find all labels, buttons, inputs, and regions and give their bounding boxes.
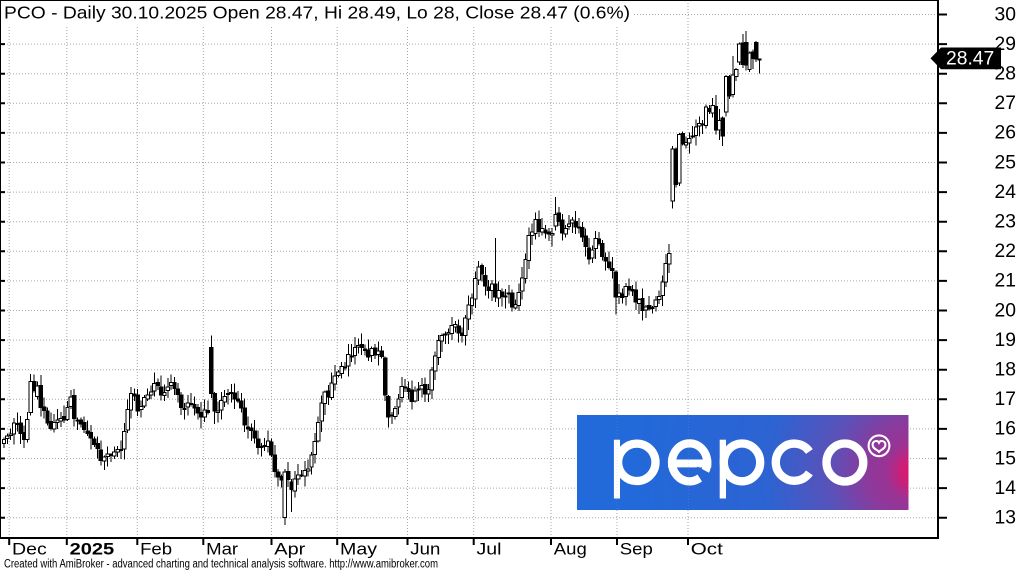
svg-text:16: 16	[995, 419, 1016, 440]
svg-text:2025: 2025	[70, 541, 115, 559]
svg-text:23: 23	[995, 212, 1016, 233]
svg-text:Jun: Jun	[410, 541, 440, 559]
svg-text:25: 25	[995, 152, 1016, 173]
svg-text:18: 18	[995, 360, 1016, 381]
svg-text:13: 13	[995, 508, 1016, 529]
svg-text:PCO - Daily 30.10.2025 Open 28: PCO - Daily 30.10.2025 Open 28.47, Hi 28…	[4, 3, 630, 23]
svg-text:May: May	[340, 541, 378, 559]
svg-text:19: 19	[995, 330, 1016, 351]
svg-text:Oct: Oct	[691, 541, 724, 559]
svg-text:Dec: Dec	[12, 541, 47, 559]
svg-text:Sep: Sep	[620, 541, 653, 559]
svg-text:21: 21	[995, 271, 1016, 292]
svg-text:Mar: Mar	[206, 541, 239, 559]
svg-text:28.47: 28.47	[946, 48, 994, 69]
svg-text:17: 17	[995, 389, 1016, 410]
svg-text:24: 24	[995, 182, 1017, 203]
svg-text:Created with AmiBroker - advan: Created with AmiBroker - advanced charti…	[4, 559, 438, 571]
svg-text:26: 26	[995, 123, 1016, 144]
svg-text:15: 15	[995, 448, 1016, 469]
svg-text:30: 30	[995, 4, 1016, 25]
svg-text:14: 14	[995, 478, 1017, 499]
svg-text:27: 27	[995, 93, 1016, 114]
svg-text:Jul: Jul	[477, 541, 502, 559]
svg-text:Aug: Aug	[554, 541, 587, 559]
svg-text:20: 20	[995, 300, 1016, 321]
svg-text:Feb: Feb	[140, 541, 172, 559]
svg-text:Apr: Apr	[274, 541, 306, 559]
svg-text:22: 22	[995, 241, 1016, 262]
